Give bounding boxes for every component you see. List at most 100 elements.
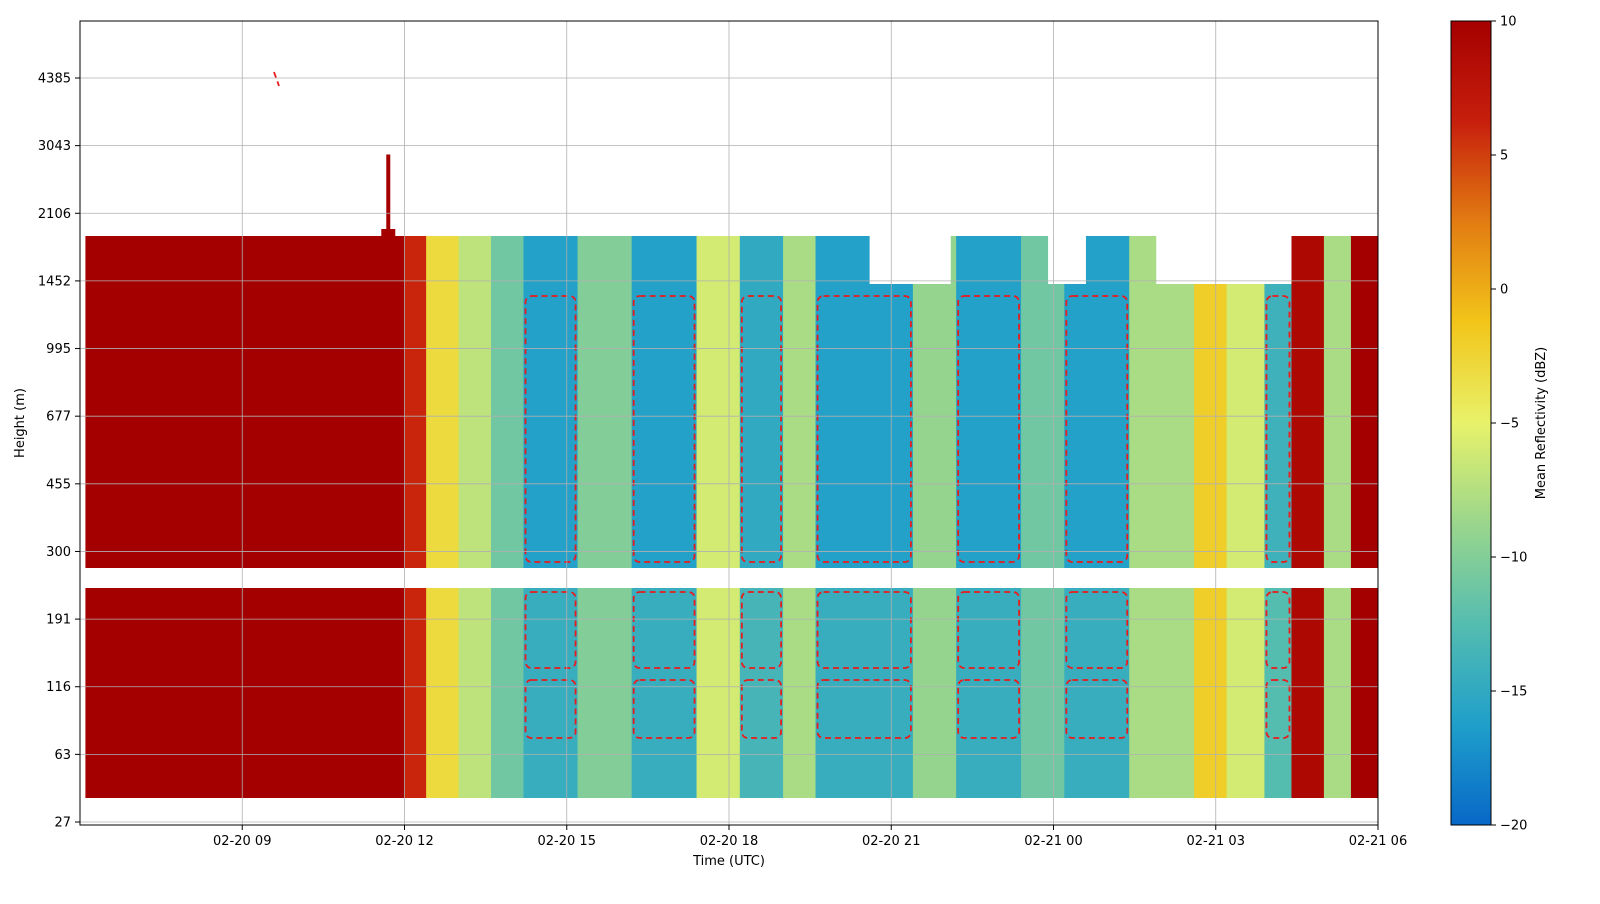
contour-line [1065,591,1129,669]
y-tick-label: 995 [46,342,71,357]
x-axis-label: Time (UTC) [692,854,765,869]
heatmap-band-upper [458,236,492,568]
contour-line [632,591,696,669]
colorbar-ticks: 10 5 0 −5 −10 −15 −20 [1491,15,1527,834]
heatmap-band-lower [523,588,579,798]
gridlines [80,21,1379,825]
heatmap-band-upper [696,236,741,568]
heatmap-band-lower [815,588,914,798]
heatmap-band-lower [783,588,817,798]
heatmap-band-upper [85,236,406,568]
contour-line [524,295,577,563]
x-tick-label: 02-20 12 [375,834,433,849]
heatmap-band-upper [1350,236,1378,568]
x-tick-label: 02-20 09 [213,834,271,849]
y-axis-label: Height (m) [13,388,28,458]
reflectivity-heatmap [85,154,1406,798]
contour-line [1265,295,1291,563]
heatmap-band-lower [1378,588,1406,798]
heatmap-band-upper [739,236,784,568]
missing-data-gap [1048,236,1086,284]
heatmap-band-lower [912,588,957,798]
x-axis-ticks: 02-20 09 02-20 12 02-20 15 02-20 18 02-20 21… [213,825,1407,849]
heatmap-band-upper [1378,236,1406,568]
y-tick-label: 27 [54,816,71,831]
heatmap-band-upper [1323,236,1352,568]
heatmap-band-lower [85,588,406,798]
y-tick-label: 116 [46,680,71,695]
heatmap-band-upper [1264,236,1292,568]
heatmap-band-lower [577,588,633,798]
heatmap-band-upper [491,236,524,568]
heatmap-band-upper [426,236,460,568]
y-tick-label: 2106 [38,207,71,222]
contour-line [632,679,696,739]
contour-line [1065,679,1129,739]
colorbar [1450,20,1492,826]
heatmap-band-lower [956,588,1022,798]
missing-data-gap [1156,236,1292,284]
y-tick-label: 455 [46,477,71,492]
heatmap-band-lower [1021,588,1065,798]
echo-spike [386,154,391,236]
contour-line [632,295,696,563]
contour-line [1380,592,1403,668]
contour-line [816,295,912,563]
y-tick-label: 3043 [38,139,71,154]
heatmap-band-upper [815,236,914,568]
echo-spike-base [381,229,396,236]
heatmap-band-lower [631,588,698,798]
heatmap-band-upper [631,236,698,568]
contour-line [273,71,280,87]
heatmap-band-upper [956,236,1022,568]
contour-line [957,591,1020,669]
colorbar-label: Mean Reflectivity (dBZ) [1534,347,1549,500]
x-tick-label: 02-21 06 [1349,834,1407,849]
contour-line [1265,591,1291,669]
heatmap-band-upper [1291,236,1325,568]
colorbar-tick-label: −20 [1500,819,1527,834]
contour-line [740,295,782,563]
contour-line [1380,680,1403,738]
contour-line [1265,679,1291,739]
colorbar-tick-label: 0 [1500,283,1508,298]
heatmap-band-lower [1350,588,1378,798]
heatmap-band-lower [739,588,784,798]
heatmap-band-lower [1291,588,1325,798]
y-tick-label: 300 [46,545,71,560]
heatmap-band-upper [1021,236,1065,568]
colorbar-tick-label: −15 [1500,685,1527,700]
colorbar-tick-label: −10 [1500,551,1527,566]
colorbar-tick-label: −5 [1500,417,1519,432]
x-tick-label: 02-21 00 [1024,834,1082,849]
heatmap-band-upper [912,236,957,568]
heatmap-band-lower [458,588,492,798]
y-axis-ticks: 27 63 116 191 300 455 677 995 1452 2106 3043 4385 [38,72,80,831]
heatmap-band-lower [1323,588,1352,798]
heatmap-band-lower [426,588,460,798]
contour-line [957,679,1020,739]
contour-line [816,591,912,669]
y-tick-label: 4385 [38,72,71,87]
heatmap-band-lower [1129,588,1195,798]
x-tick-label: 02-21 03 [1187,834,1245,849]
heatmap-band-upper [577,236,633,568]
x-tick-label: 02-20 18 [700,834,758,849]
contour-line [1380,296,1403,562]
contour-line [740,591,782,669]
heatmap-band-upper [1129,236,1195,568]
heatmap-band-upper [523,236,579,568]
heatmap-band-upper [1064,236,1130,568]
heatmap-band-lower [1226,588,1265,798]
x-tick-label: 02-20 15 [538,834,596,849]
heatmap-band-upper [783,236,817,568]
contour-line [957,295,1020,563]
contour-line [1065,295,1129,563]
y-tick-label: 1452 [38,274,71,289]
contour-line [524,679,577,739]
heatmap-band-lower [696,588,741,798]
heatmap-band-lower [404,588,427,798]
colorbar-tick-label: 5 [1500,149,1508,164]
